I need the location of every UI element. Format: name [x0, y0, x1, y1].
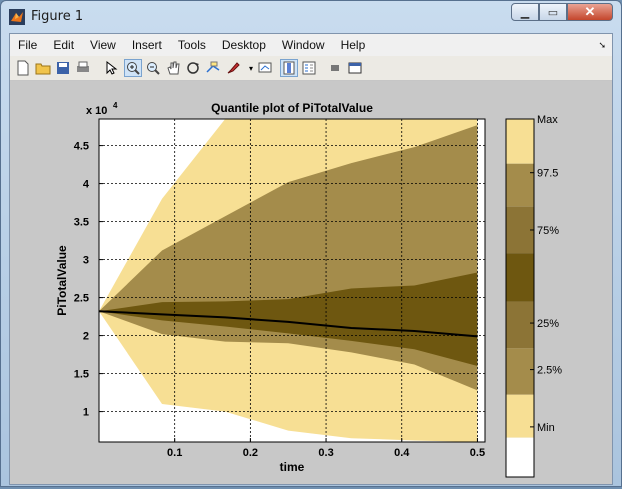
- colorbar-label: 97.5: [537, 168, 558, 180]
- matlab-logo-icon: [9, 9, 25, 25]
- x-tick-label: 0.2: [243, 447, 258, 459]
- colorbar-label: 2.5%: [537, 365, 562, 377]
- menu-insert[interactable]: Insert: [131, 38, 162, 52]
- colorbar-icon[interactable]: [280, 59, 298, 77]
- menu-window[interactable]: Window: [281, 38, 325, 52]
- x-axis-label: time: [280, 460, 305, 474]
- colorbar-label: 75%: [537, 225, 559, 237]
- x-tick-label: 0.1: [167, 447, 182, 459]
- x-tick-label: 0.5: [470, 447, 485, 459]
- colorbar-segment: [506, 206, 534, 254]
- colorbar-label: Min: [537, 422, 555, 434]
- menu-tools[interactable]: Tools: [177, 38, 206, 52]
- y-exponent-power: 4: [113, 101, 118, 110]
- y-axis-label: PiTotalValue: [55, 245, 69, 316]
- data-cursor-icon[interactable]: [204, 59, 222, 77]
- close-icon: ✕: [584, 4, 596, 19]
- y-exponent-label: x 10: [86, 105, 107, 117]
- quantile-chart: 0.1 0.2 0.3 0.4 0.5 1 1.5 2 2.5 3 3.5 4 4.5 x 10 4 Quan…: [55, 101, 562, 478]
- minimize-icon: ▁: [520, 6, 530, 19]
- maximize-button[interactable]: ▭: [539, 3, 567, 21]
- y-tick-label: 3: [83, 255, 89, 267]
- colorbar-segment: [506, 394, 534, 438]
- colorbar-label: 25%: [537, 318, 559, 330]
- save-icon[interactable]: [54, 59, 72, 77]
- zoom-out-icon[interactable]: [144, 59, 162, 77]
- zoom-in-icon[interactable]: [124, 59, 142, 77]
- x-tick-label: 0.4: [394, 447, 410, 459]
- window-title: Figure 1: [31, 9, 84, 24]
- colorbar-box: [505, 118, 535, 478]
- y-tick-label: 2.5: [74, 293, 89, 305]
- chart-title: Quantile plot of PiTotalValue: [211, 101, 373, 115]
- brush-icon[interactable]: [224, 59, 242, 77]
- menu-view[interactable]: View: [90, 38, 116, 52]
- pointer-icon[interactable]: [102, 59, 120, 77]
- hide-plot-tools-icon[interactable]: [326, 59, 344, 77]
- legend-icon[interactable]: [300, 59, 318, 77]
- menu-desktop[interactable]: Desktop: [221, 38, 266, 52]
- dock-arrow-icon[interactable]: ➘: [598, 40, 606, 50]
- rotate-3d-icon[interactable]: [184, 59, 202, 77]
- x-tick-label: 0.3: [318, 447, 333, 459]
- y-tick-label: 1: [83, 407, 89, 419]
- axes-box: [98, 118, 486, 443]
- band-25-75: [99, 272, 478, 366]
- show-plot-tools-icon[interactable]: [346, 59, 364, 77]
- colorbar-segment: [506, 253, 534, 302]
- menu-bar: File Edit View Insert Tools Desktop Wind…: [10, 34, 612, 56]
- colorbar-segment: [506, 163, 534, 207]
- maximize-icon: ▭: [547, 6, 559, 19]
- title-bar[interactable]: Figure 1 ▁ ▭ ✕: [1, 1, 621, 31]
- open-file-icon[interactable]: [34, 59, 52, 77]
- colorbar-segment: [506, 348, 534, 395]
- y-tick-label: 4: [83, 179, 90, 191]
- y-tick-label: 2: [83, 331, 89, 343]
- minimize-button[interactable]: ▁: [511, 3, 539, 21]
- colorbar-label: Max: [537, 114, 558, 126]
- figure-canvas: 0.1 0.2 0.3 0.4 0.5 1 1.5 2 2.5 3 3.5 4 4.5 x 10 4 Quan…: [10, 81, 612, 484]
- menu-edit[interactable]: Edit: [53, 38, 75, 52]
- colorbar-segment: [506, 301, 534, 349]
- y-tick-label: 4.5: [74, 141, 89, 153]
- median-line: [99, 310, 478, 338]
- y-tick-label: 1.5: [74, 369, 89, 381]
- link-icon[interactable]: [256, 59, 274, 77]
- figure-toolbar: ▾: [10, 56, 612, 81]
- brush-dropdown-icon[interactable]: ▾: [248, 63, 253, 73]
- new-figure-icon[interactable]: [14, 59, 32, 77]
- print-icon[interactable]: [74, 59, 92, 77]
- figure-client-area: File Edit View Insert Tools Desktop Wind…: [9, 33, 613, 485]
- colorbar-segment: [506, 119, 534, 164]
- colorbar-segment: [506, 437, 534, 477]
- close-button[interactable]: ✕: [567, 3, 613, 21]
- menu-file[interactable]: File: [18, 38, 38, 52]
- menu-help[interactable]: Help: [340, 38, 366, 52]
- y-tick-label: 3.5: [74, 217, 89, 229]
- pan-icon[interactable]: [164, 59, 182, 77]
